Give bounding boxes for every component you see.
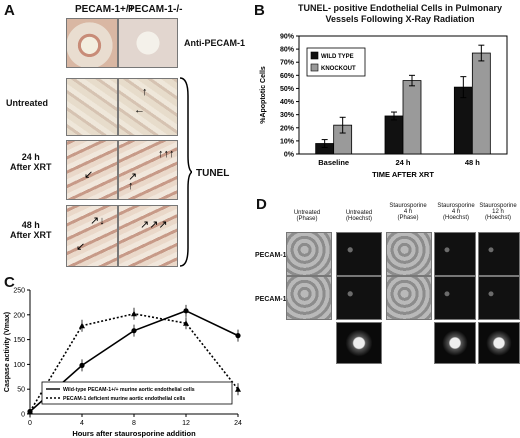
nucleus-inset-st12: [478, 322, 520, 364]
y-axis-label: Caspase activity (Vmax): [4, 312, 11, 392]
panel-a-anti-label: Anti-PECAM-1: [184, 38, 245, 48]
y-tick-label: 20%: [280, 125, 295, 132]
panel-d-col-4: Staurosporine 12 h (Hoechst): [479, 203, 517, 221]
data-point: [79, 362, 85, 368]
y-tick-label: 150: [13, 337, 25, 344]
ihc-48h-wt: [66, 205, 118, 267]
y-axis-label: %Apoptotic Cells: [260, 66, 267, 124]
panel-d-row-ko: PECAM-1-/-: [255, 296, 294, 303]
ihc-24h-wt: [66, 140, 118, 200]
legend-label: PECAM-1 deficient murine aortic endothel…: [63, 396, 185, 402]
x-tick-label: 4: [80, 420, 84, 427]
legend-swatch: [310, 51, 319, 60]
x-tick-label: Baseline: [318, 158, 349, 167]
panel-a-row-untreated: Untreated: [6, 98, 49, 108]
panel-d-col-3: Staurosporine 4 h (Hoechst): [437, 203, 475, 221]
panel-a-letter: A: [4, 2, 15, 19]
y-tick-label: 250: [13, 288, 25, 295]
ihc-anti-pecam-wt: [66, 18, 118, 68]
y-tick-label: 50%: [280, 86, 295, 93]
data-point: [131, 310, 137, 317]
arrow-icon: ↗↓: [90, 215, 105, 227]
y-tick-label: 50: [17, 387, 25, 394]
nucleus-inset-untreated: [336, 322, 382, 364]
legend-label: Wild-type PECAM-1+/+ murine aortic endot…: [63, 387, 195, 393]
panel-d-col-2: Staurosporine 4 h (Phase): [389, 203, 427, 221]
y-tick-label: 30%: [280, 112, 295, 119]
micrograph-wt-phase: [286, 232, 332, 276]
data-point: [183, 320, 189, 326]
micrograph-ko-st4-hoechst: [434, 276, 476, 320]
micrograph-wt-st12-hoechst: [478, 232, 520, 276]
legend-box: [41, 381, 233, 405]
x-tick-label: 48 h: [465, 158, 480, 167]
arrow-icon: ←: [134, 104, 145, 116]
ihc-48h-ko: [118, 205, 178, 267]
micrograph-ko-hoechst: [336, 276, 382, 320]
y-tick-label: 10%: [280, 138, 295, 145]
y-tick-label: 40%: [280, 99, 295, 106]
legend-swatch: [310, 63, 319, 72]
x-axis-label: Hours after staurosporine addition: [72, 429, 196, 438]
data-point: [235, 333, 241, 339]
micrograph-ko-st12-hoechst: [478, 276, 520, 320]
y-tick-label: 200: [13, 312, 25, 319]
panel-d-col-0: Untreated (Phase): [293, 210, 321, 222]
panel-d-letter: D: [256, 196, 267, 213]
ihc-anti-pecam-ko: [118, 18, 178, 68]
data-point: [27, 408, 33, 415]
arrow-icon: ↙: [84, 169, 94, 181]
micrograph-wt-st4-phase: [386, 232, 432, 276]
panel-a-row-48h: 48 h After XRT: [10, 220, 52, 240]
micrograph-wt-hoechst: [336, 232, 382, 276]
y-tick-label: 100: [13, 362, 25, 369]
y-tick-label: 0%: [284, 152, 295, 159]
bar: [384, 115, 404, 155]
bar: [402, 80, 422, 155]
panel-a-col1: PECAM-1+/+: [75, 4, 135, 15]
legend-label: WILD TYPE: [321, 54, 354, 60]
panel-a-col2: PECAM-1-/-: [128, 4, 183, 15]
panel-b-title: TUNEL- positive Endothelial Cells in Pul…: [297, 3, 503, 24]
data-point: [183, 308, 189, 314]
x-tick-label: 12: [182, 420, 190, 427]
panel-b-letter: B: [254, 2, 265, 19]
x-tick-label: 8: [132, 420, 136, 427]
y-tick-label: 60%: [280, 73, 295, 80]
x-tick-label: 24: [234, 420, 242, 427]
panel-d-row-wt: PECAM-1+/+: [255, 252, 297, 259]
tunel-brace: [179, 77, 192, 267]
data-point: [131, 328, 137, 334]
arrow-icon: ↑: [142, 86, 148, 98]
panel-a-row-24h: 24 h After XRT: [10, 152, 52, 172]
data-point: [235, 386, 241, 392]
panel-c-chart: 0 50 100 150 200 250 0 4 8 12 24 Hours after stauro…: [4, 288, 242, 438]
ihc-untreated-ko: [118, 78, 178, 136]
bar: [471, 52, 491, 155]
panel-a-tunel-label: TUNEL: [196, 168, 230, 179]
micrograph-ko-st4-phase: [386, 276, 432, 320]
y-tick-label: 0: [21, 412, 25, 419]
x-axis-label: TIME AFTER XRT: [372, 170, 434, 178]
arrow-icon: ↑: [128, 180, 134, 192]
x-tick-label: 24 h: [395, 158, 410, 167]
nucleus-inset-st4: [434, 322, 476, 364]
arrow-icon: ↑↑↑: [158, 148, 175, 160]
y-tick-label: 70%: [280, 60, 295, 67]
micrograph-ko-phase: [286, 276, 332, 320]
arrow-icon: ↗↗↗: [140, 219, 168, 231]
ihc-untreated-wt: [66, 78, 118, 136]
panel-c-letter: C: [4, 274, 15, 291]
panel-b-chart: 0% 10% 20% 30% 40% 50% 60% 70% 80% 90% %Apoptotic …: [260, 34, 508, 178]
legend-label: KNOCKOUT: [321, 66, 356, 72]
y-tick-label: 90%: [280, 34, 295, 41]
panel-d-col-1: Untreated (Hoechst): [345, 210, 373, 222]
y-tick-label: 80%: [280, 47, 295, 54]
arrow-icon: ↙: [76, 241, 86, 253]
x-tick-label: 0: [28, 420, 32, 427]
data-point: [79, 322, 85, 329]
arrow-icon: ↗: [128, 171, 138, 183]
micrograph-wt-st4-hoechst: [434, 232, 476, 276]
ihc-24h-ko: [118, 140, 178, 200]
